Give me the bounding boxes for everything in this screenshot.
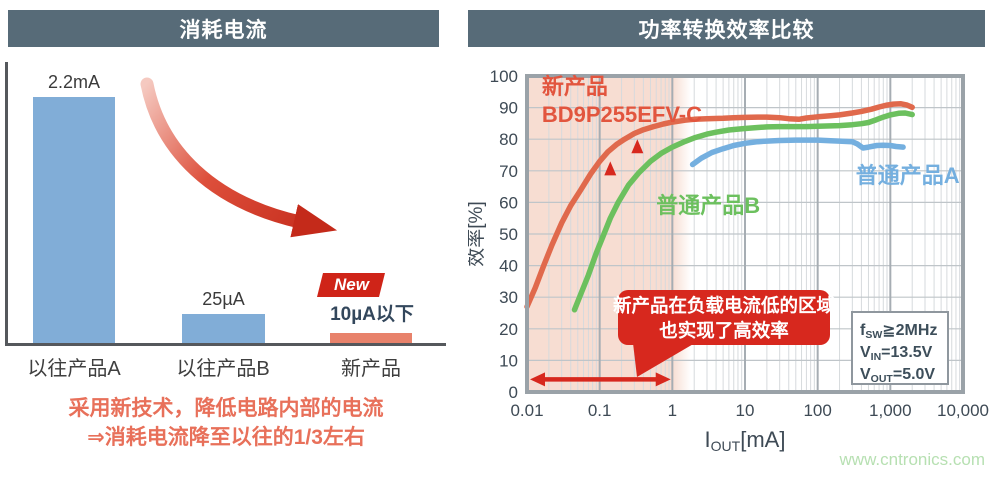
- plot-border: [525, 74, 965, 394]
- new-badge-label: New: [333, 275, 369, 294]
- y-tick-label: 0: [509, 383, 518, 402]
- condition-line: fSW≧2MHz: [860, 322, 937, 341]
- watermark: www.cntronics.com: [839, 450, 985, 469]
- y-tick-label: 20: [499, 320, 518, 339]
- up-arrow: [604, 161, 617, 244]
- x-axis-line: [5, 343, 446, 346]
- bar-category-label-a: 以往产品A: [27, 358, 121, 380]
- y-tick-label: 50: [499, 225, 518, 244]
- y-tick-label: 100: [490, 67, 518, 86]
- bar-previous-a: [33, 97, 115, 343]
- bar-value-label-a: 2.2mA: [47, 72, 101, 92]
- x-tick-label: 0.1: [588, 401, 612, 420]
- y-tick-label: 70: [499, 162, 518, 181]
- low-current-range-arrow: [530, 372, 671, 387]
- right-panel-title: 功率转换效率比较: [468, 10, 985, 47]
- y-axis-line: [5, 62, 8, 346]
- up-arrow: [631, 139, 644, 250]
- note-text-line2: ⇒消耗电流降至以往的1/3左右: [87, 426, 365, 449]
- bar-value-label-b: 25µA: [202, 289, 245, 309]
- curve-new-product: [524, 101, 915, 310]
- condition-line: VIN=13.5V: [860, 344, 933, 363]
- bar-value-label-new: 10µA以下: [330, 304, 414, 325]
- x-tick-label: 100: [803, 401, 831, 420]
- y-axis-label: 效率[%]: [468, 201, 487, 266]
- callout-text-line1: 新产品在负载电流低的区域: [613, 295, 836, 316]
- conditions-box: fSW≧2MHz VIN=13.5V VOUT=5.0V: [851, 311, 949, 385]
- y-tick-label: 60: [499, 193, 518, 212]
- decline-arrow: [140, 77, 338, 238]
- curve-product-b: [571, 110, 915, 313]
- note-text-line1: 采用新技术，降低电路内部的电流: [68, 397, 384, 420]
- bar-category-label-new: 新产品: [341, 358, 401, 380]
- new-badge: New: [317, 273, 385, 297]
- curve-label-2: 普通产品A: [856, 163, 960, 188]
- x-tick-label: 1: [668, 401, 677, 420]
- curve-label-0: BD9P255EFV-C: [542, 102, 702, 127]
- curve-product-a: [689, 137, 906, 168]
- y-tick-label: 40: [499, 257, 518, 276]
- y-tick-label: 10: [499, 351, 518, 370]
- bar-previous-b: [182, 314, 265, 343]
- x-tick-label: 10: [736, 401, 755, 420]
- bar-category-label-b: 以往产品B: [176, 358, 270, 380]
- bar-new-product: [330, 333, 412, 343]
- y-tick-label: 30: [499, 288, 518, 307]
- x-axis-label: IOUT[mA]: [705, 427, 786, 454]
- x-tick-label: 1,000: [869, 401, 912, 420]
- x-tick-label: 0.01: [510, 401, 543, 420]
- left-panel-title: 消耗电流: [8, 10, 439, 47]
- y-tick-label: 80: [499, 130, 518, 149]
- callout-text-line2: 也实现了高效率: [659, 320, 789, 341]
- curve-label-0: 新产品: [542, 74, 608, 99]
- condition-line: VOUT=5.0V: [860, 366, 935, 385]
- y-tick-label: 90: [499, 99, 518, 118]
- curve-label-1: 普通产品B: [656, 193, 760, 218]
- x-tick-label: 10,000: [937, 401, 989, 420]
